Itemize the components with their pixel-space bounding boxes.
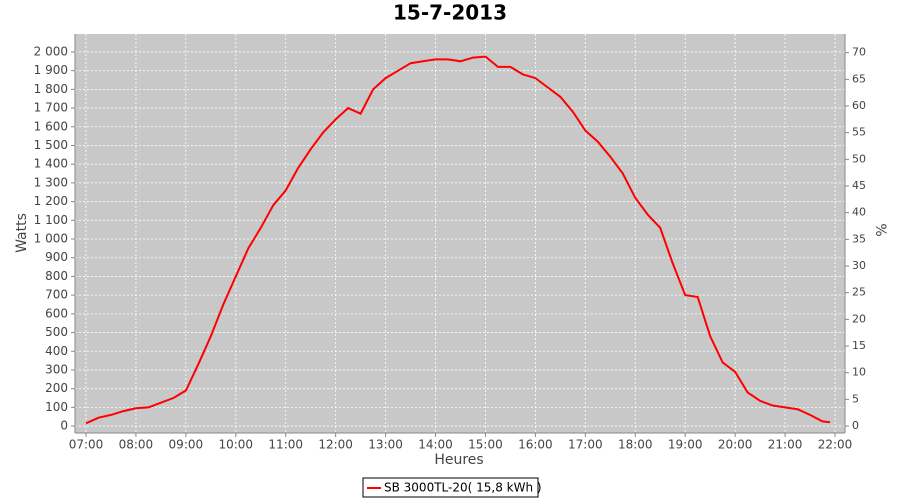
y2-tick-label: 40 [852, 206, 866, 219]
y-tick-label: 2 000 [34, 44, 68, 58]
y2-tick-label: 60 [852, 99, 866, 112]
x-axis-label: Heures [434, 452, 483, 468]
y-tick-label: 1 600 [34, 119, 68, 133]
x-tick-label: 20:00 [718, 438, 753, 452]
y2-tick-label: 70 [852, 46, 866, 59]
y-axis-label: Watts [14, 213, 30, 253]
y-tick-label: 800 [45, 269, 68, 283]
y2-tick-label: 50 [852, 152, 866, 165]
x-tick-label: 14:00 [418, 438, 453, 452]
x-tick-label: 08:00 [119, 438, 154, 452]
y2-tick-label: 20 [852, 312, 866, 325]
y-tick-label: 1 900 [34, 63, 68, 77]
y-tick-label: 1 800 [34, 82, 68, 96]
y-tick-label: 600 [45, 306, 68, 320]
x-tick-label: 07:00 [69, 438, 104, 452]
y2-tick-label: 0 [852, 419, 859, 432]
y2-tick-label: 10 [852, 366, 866, 379]
y-tick-label: 700 [45, 288, 68, 302]
y2-tick-label: 45 [852, 179, 866, 192]
y2-tick-label: 35 [852, 232, 866, 245]
y2-tick-label: 5 [852, 392, 859, 405]
y-tick-label: 900 [45, 250, 68, 264]
x-tick-label: 13:00 [368, 438, 403, 452]
y-tick-label: 300 [45, 362, 68, 376]
y2-tick-label: 30 [852, 259, 866, 272]
y-tick-label: 1 700 [34, 101, 68, 115]
y-tick-label: 1 400 [34, 157, 68, 171]
x-tick-label: 17:00 [568, 438, 603, 452]
x-tick-label: 22:00 [818, 438, 853, 452]
y2-tick-label: 25 [852, 286, 866, 299]
x-tick-label: 11:00 [268, 438, 303, 452]
y2-tick-label: 65 [852, 72, 866, 85]
legend-box [362, 477, 539, 498]
data-line [85, 55, 831, 425]
x-tick-label: 21:00 [768, 438, 803, 452]
y2-axis-label: % [872, 223, 888, 236]
x-tick-label: 16:00 [518, 438, 553, 452]
x-tick-label: 09:00 [169, 438, 204, 452]
x-tick-label: 18:00 [618, 438, 653, 452]
y-tick-label: 200 [45, 381, 68, 395]
y-tick-label: 1 000 [34, 232, 68, 246]
legend-label: SB 3000TL-20( 15,8 kWh ) [384, 481, 542, 495]
y2-tick-label: 55 [852, 126, 866, 139]
y-tick-label: 1 300 [34, 175, 68, 189]
y-tick-label: 1 100 [34, 213, 68, 227]
plot-area [75, 34, 845, 433]
x-tick-label: 15:00 [468, 438, 503, 452]
x-tick-label: 12:00 [318, 438, 353, 452]
y-tick-label: 1 200 [34, 194, 68, 208]
x-tick-label: 10:00 [218, 438, 253, 452]
y-tick-label: 1 500 [34, 138, 68, 152]
y-tick-label: 500 [45, 325, 68, 339]
x-tick-label: 19:00 [668, 438, 703, 452]
y2-tick-label: 15 [852, 339, 866, 352]
y-tick-label: 0 [60, 419, 68, 433]
y-tick-label: 100 [45, 400, 68, 414]
chart-title: 15-7-2013 [393, 1, 507, 25]
y-tick-label: 400 [45, 344, 68, 358]
